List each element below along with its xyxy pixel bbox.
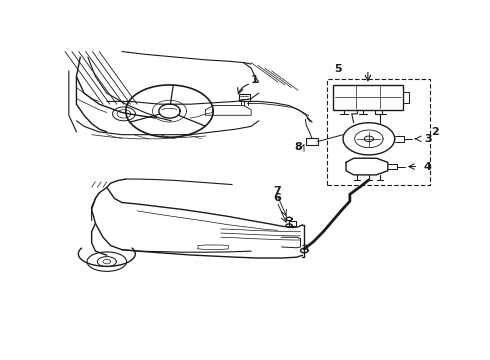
Text: 6: 6: [273, 193, 281, 203]
Text: 2: 2: [431, 127, 439, 137]
Text: 7: 7: [273, 186, 281, 196]
Text: 3: 3: [424, 134, 432, 144]
Text: 1: 1: [251, 75, 259, 85]
Text: 4: 4: [424, 162, 432, 172]
Text: 5: 5: [335, 64, 343, 74]
Bar: [327, 79, 430, 185]
Text: 8: 8: [294, 143, 302, 152]
